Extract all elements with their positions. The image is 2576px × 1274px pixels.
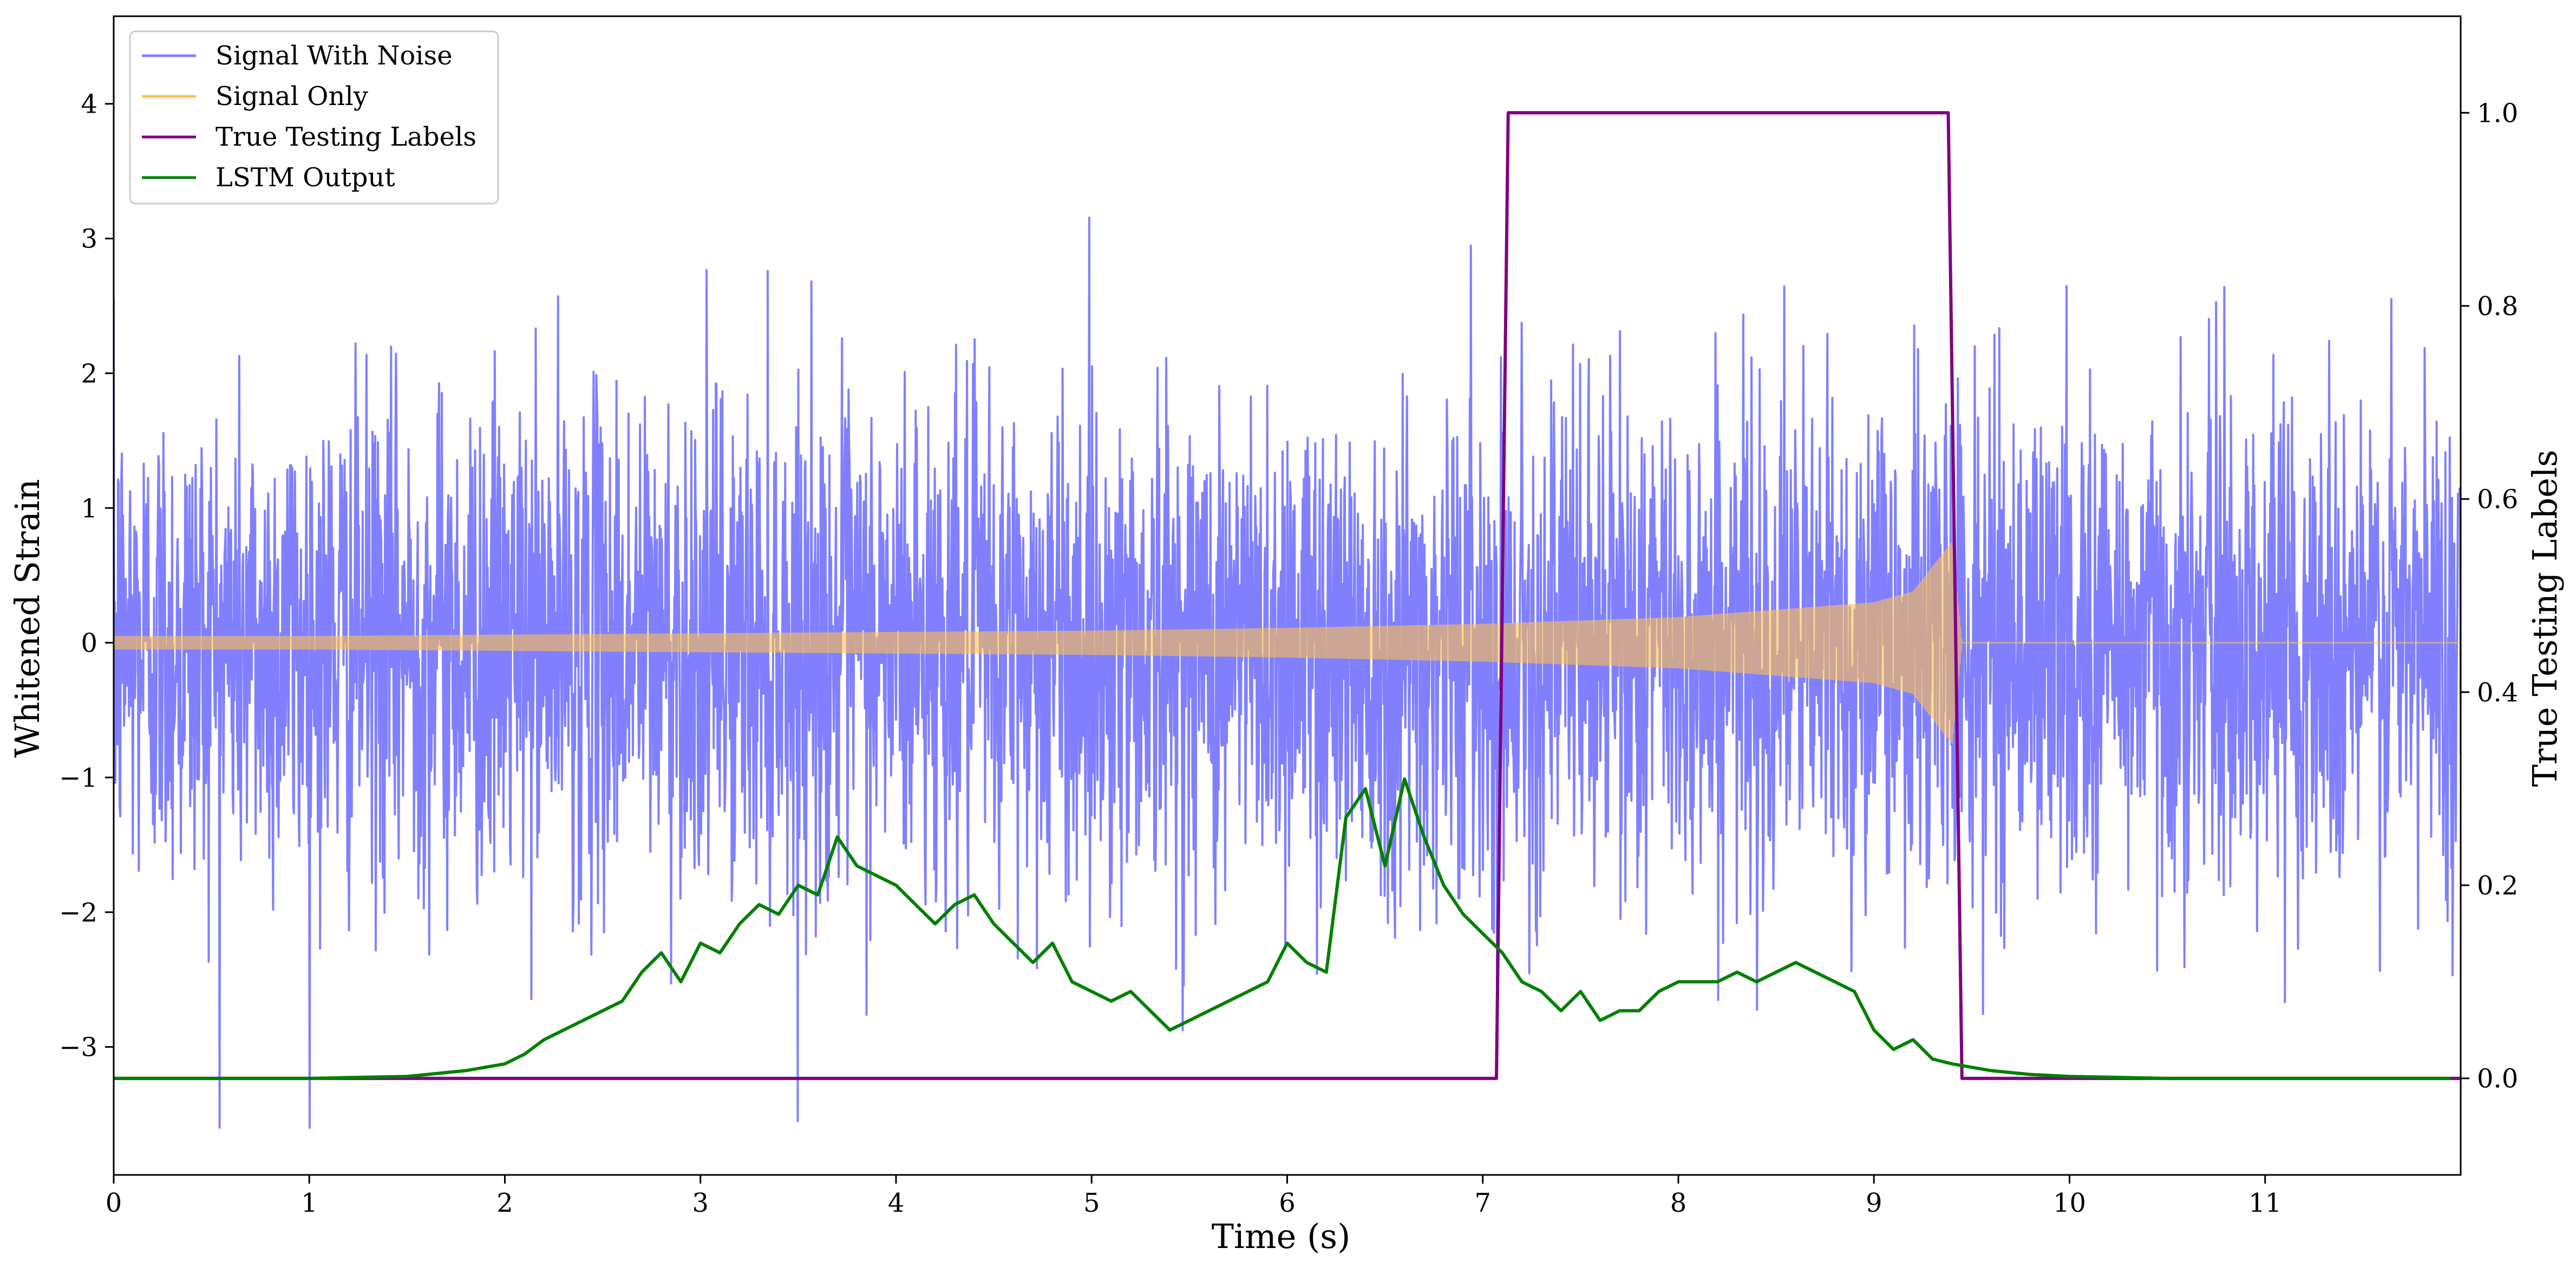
axes: 0 1 2 3 4 5 6 7 8 9 10 11 −3 −2 −1 0 1 2 3 4 0.0 0.2 0.4 0.6 0.8… — [59, 15, 2518, 1218]
y-tick-label: 4 — [81, 89, 97, 120]
legend-label-signal-only: Signal Only — [215, 81, 368, 112]
y-tick-label: 0 — [81, 628, 97, 658]
y2-tick-label: 0.8 — [2477, 291, 2518, 322]
x-tick-label: 7 — [1474, 1188, 1491, 1218]
y-tick-label: 2 — [81, 358, 97, 389]
x-tick-label: 3 — [692, 1188, 709, 1218]
x-tick-label: 4 — [888, 1188, 905, 1218]
legend-frame — [129, 30, 499, 205]
x-tick-label: 1 — [301, 1188, 318, 1218]
series-signal-only — [114, 543, 2461, 744]
x-tick-label: 10 — [2053, 1188, 2086, 1218]
x-tick-label: 2 — [496, 1188, 513, 1218]
y2-axis-label: True Testing Labels — [2525, 450, 2565, 787]
x-tick-label: 8 — [1670, 1188, 1687, 1218]
series-lstm-output — [114, 777, 2451, 1080]
x-tick-label: 11 — [2248, 1188, 2281, 1218]
y2-tick-label: 0.4 — [2477, 677, 2518, 708]
legend-label-signal-with-noise: Signal With Noise — [215, 41, 453, 71]
y-tick-label: 1 — [81, 493, 97, 524]
y-tick-label: −1 — [59, 763, 97, 793]
series-true-testing-labels — [114, 111, 2461, 1080]
x-tick-label: 5 — [1083, 1188, 1100, 1218]
plot-area — [114, 111, 2461, 1129]
legend: Signal With Noise Signal Only True Testi… — [129, 30, 499, 205]
y2-tick-label: 0.6 — [2477, 485, 2518, 515]
y-tick-label: −3 — [59, 1033, 97, 1063]
x-tick-label: 6 — [1279, 1188, 1296, 1218]
x-axis-label: Time (s) — [1212, 1217, 1351, 1256]
y2-tick-label: 0.2 — [2477, 871, 2518, 901]
y-tick-label: −2 — [59, 898, 97, 928]
legend-label-true-testing-labels: True Testing Labels — [215, 122, 476, 152]
y-tick-label: 3 — [81, 224, 97, 254]
x-tick-label: 9 — [1866, 1188, 1882, 1218]
legend-label-lstm-output: LSTM Output — [215, 162, 395, 193]
y-axis-label: Whitened Strain — [8, 479, 47, 758]
y2-tick-label: 1.0 — [2477, 98, 2518, 128]
series-signal-with-noise — [114, 216, 2461, 1129]
x-tick-label: 0 — [106, 1188, 122, 1218]
y2-tick-label: 0.0 — [2477, 1064, 2518, 1094]
